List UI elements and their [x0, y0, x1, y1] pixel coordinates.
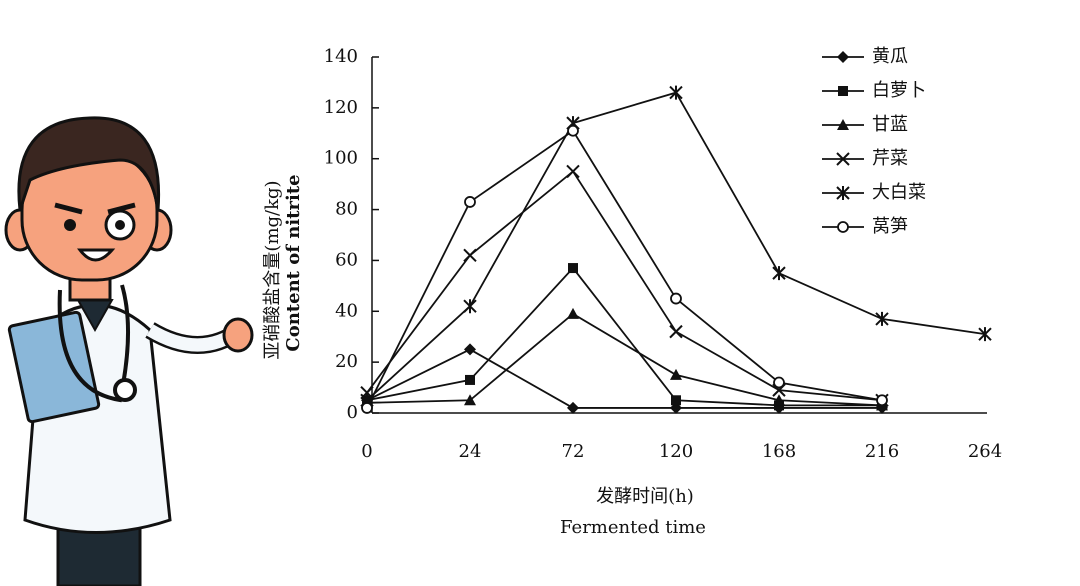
- doctor-illustration: [4, 116, 254, 586]
- legend-marker: [836, 186, 850, 200]
- marker: [670, 292, 682, 305]
- marker: [671, 395, 681, 406]
- series-line: [366, 170, 883, 402]
- marker: [464, 343, 476, 356]
- legend-marker: [837, 221, 849, 233]
- legend-marker: [836, 152, 850, 166]
- y-tick-label: 120: [324, 97, 358, 118]
- legend-label: 芹菜: [872, 148, 908, 169]
- legend-label: 白萝卜: [872, 80, 926, 101]
- marker: [772, 266, 786, 281]
- marker: [463, 299, 477, 314]
- y-tick-label: 40: [335, 300, 358, 321]
- series-line: [366, 266, 882, 407]
- marker: [876, 394, 888, 407]
- x-tick-label: 168: [762, 441, 796, 462]
- legend-marker: [837, 51, 849, 63]
- y-tick-label: 60: [335, 249, 358, 270]
- x-axis-label: 发酵时间(h): [596, 486, 694, 507]
- series-line: [366, 348, 882, 409]
- y-tick-label: 140: [324, 46, 358, 67]
- marker: [978, 327, 992, 342]
- legend-label: 大白菜: [872, 182, 926, 203]
- marker: [773, 394, 785, 406]
- y-tick-label: 0: [347, 402, 358, 423]
- series-line: [366, 129, 883, 409]
- legend-label: 黄瓜: [872, 46, 908, 67]
- marker: [567, 124, 579, 137]
- marker: [669, 85, 683, 100]
- y-tick-label: 80: [335, 199, 358, 220]
- marker: [361, 402, 373, 414]
- marker: [774, 400, 784, 411]
- marker: [464, 196, 476, 208]
- marker: [566, 164, 580, 179]
- legend-label: 甘蓝: [872, 114, 908, 135]
- x-axis-label: Fermented time: [560, 517, 706, 538]
- x-tick-label: 216: [865, 441, 899, 462]
- x-tick-label: 24: [459, 441, 482, 462]
- marker: [773, 376, 785, 389]
- marker: [670, 368, 682, 380]
- marker: [568, 263, 578, 274]
- x-tick-label: 264: [968, 441, 1002, 462]
- y-axis-label: 亚硝酸盐含量(mg/kg): [262, 180, 283, 359]
- marker: [567, 307, 579, 319]
- marker: [669, 324, 683, 339]
- legend-marker: [837, 119, 849, 130]
- legend-marker: [838, 86, 848, 96]
- y-tick-label: 100: [324, 148, 358, 169]
- marker: [465, 374, 475, 385]
- marker: [463, 248, 477, 263]
- y-tick-label: 20: [335, 351, 358, 372]
- x-tick-label: 72: [562, 441, 585, 462]
- marker: [567, 401, 579, 414]
- legend-label: 莴笋: [872, 216, 908, 237]
- x-tick-label: 120: [659, 441, 693, 462]
- x-tick-label: 0: [361, 441, 372, 462]
- marker: [875, 311, 889, 326]
- y-axis-label: Content of nitrite: [283, 174, 304, 351]
- marker: [464, 394, 476, 406]
- series-line: [366, 312, 883, 407]
